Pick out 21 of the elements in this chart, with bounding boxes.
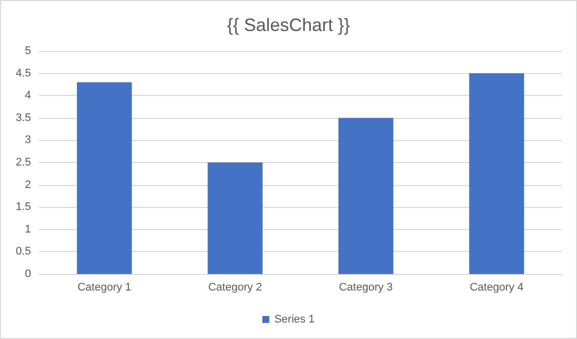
y-tick-label: 0.5: [16, 246, 31, 258]
y-tick-label: 4: [24, 90, 31, 102]
x-tick-label: Category 3: [338, 282, 393, 294]
y-tick-label: 4.5: [16, 67, 31, 80]
legend-label: Series 1: [274, 314, 315, 326]
bar: [338, 118, 394, 274]
bar: [208, 162, 263, 274]
y-tick-label: 2: [24, 178, 31, 191]
bar: [469, 73, 524, 274]
x-tick-label: Category 4: [470, 282, 524, 294]
y-tick-label: 3: [24, 134, 31, 146]
y-tick-label: 3.5: [16, 112, 31, 124]
y-tick-label: 0: [24, 268, 31, 280]
y-tick-label: 2.5: [16, 156, 31, 168]
y-tick-label: 5: [24, 45, 31, 57]
bar: [76, 82, 132, 274]
chart-title: {{ SalesChart }}: [226, 15, 350, 35]
x-tick-label: Category 2: [208, 282, 262, 294]
y-tick-label: 1: [24, 223, 31, 236]
y-tick-label: 1.5: [16, 201, 31, 214]
x-tick-label: Category 1: [77, 282, 132, 294]
